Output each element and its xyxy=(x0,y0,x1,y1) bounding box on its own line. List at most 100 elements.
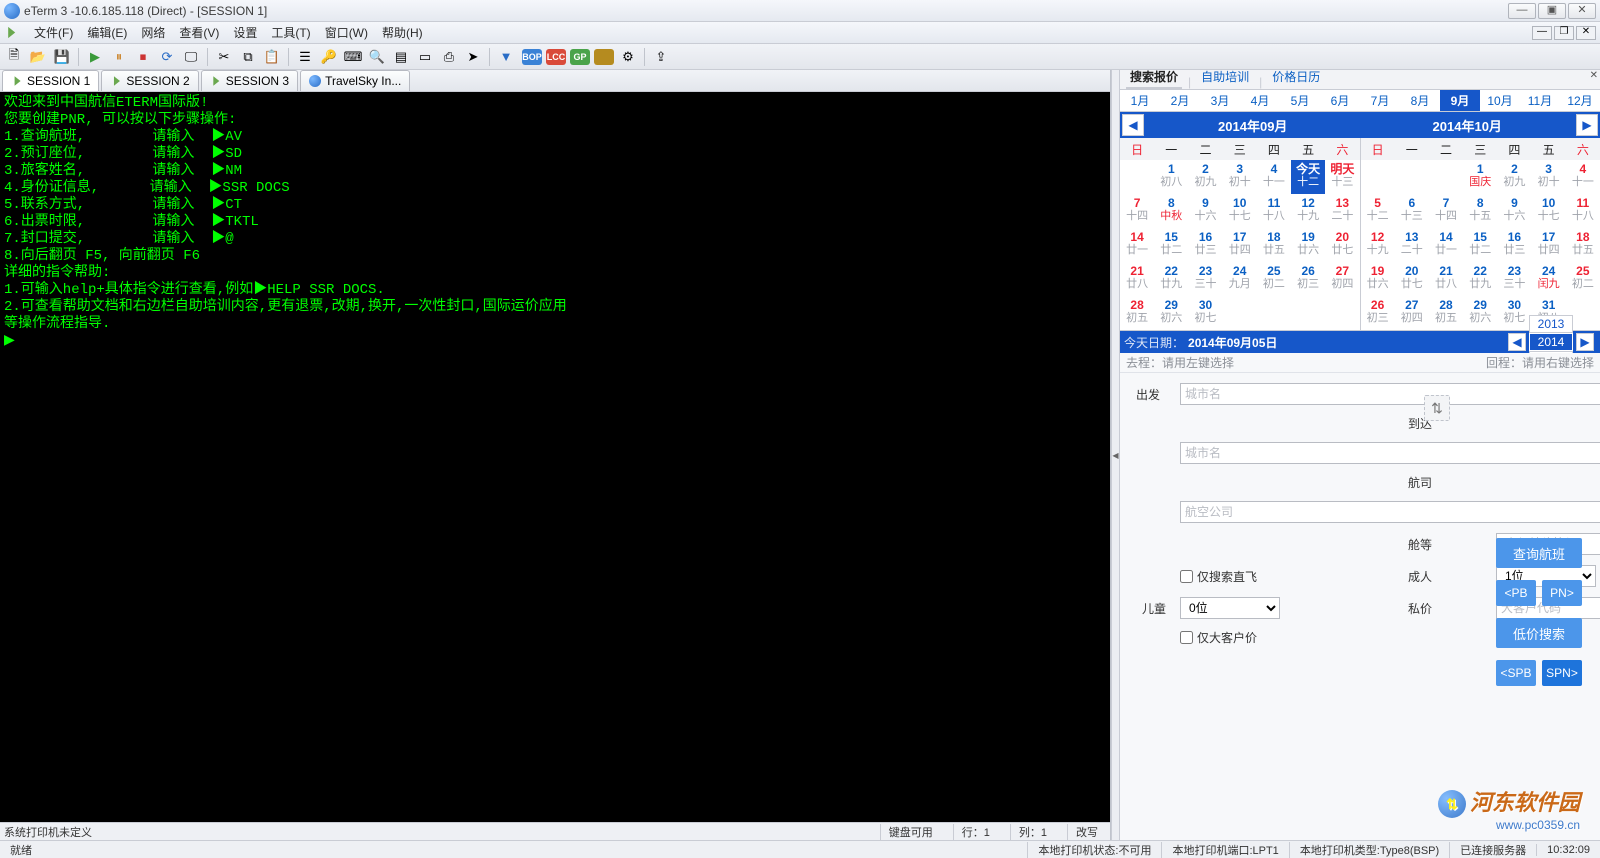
menu-item[interactable]: 编辑(E) xyxy=(87,24,127,41)
calendar-day[interactable]: 23三十 xyxy=(1188,262,1222,296)
calendar-day[interactable]: 12十九 xyxy=(1361,228,1395,262)
swap-cities-icon[interactable]: ⇅ xyxy=(1424,395,1450,421)
calendar-day[interactable]: 13二十 xyxy=(1395,228,1429,262)
calendar-day[interactable]: 16廿三 xyxy=(1188,228,1222,262)
calendar-day[interactable]: 4十一 xyxy=(1566,160,1600,194)
calendar-day[interactable]: 10十七 xyxy=(1223,194,1257,228)
calendar-day[interactable]: 26初三 xyxy=(1361,296,1395,330)
calendar-day[interactable]: 22廿九 xyxy=(1463,262,1497,296)
export-icon[interactable]: ⇪ xyxy=(651,47,671,67)
session-tab[interactable]: SESSION 1 xyxy=(2,70,99,91)
calendar-day[interactable]: 21廿八 xyxy=(1120,262,1154,296)
calendar-day[interactable]: 22廿九 xyxy=(1154,262,1188,296)
low-price-button[interactable]: 低价搜索 xyxy=(1496,618,1582,648)
calendar-day[interactable]: 15廿二 xyxy=(1154,228,1188,262)
month-button[interactable]: 2月 xyxy=(1160,90,1200,111)
find-icon[interactable]: 🔍 xyxy=(367,47,387,67)
play-icon[interactable]: ▶ xyxy=(85,47,105,67)
panel-tab[interactable]: 自助培训 xyxy=(1197,66,1253,89)
calendar-day[interactable]: 28初五 xyxy=(1120,296,1154,330)
month-button[interactable]: 10月 xyxy=(1480,90,1520,111)
calendar-day[interactable]: 18廿五 xyxy=(1257,228,1291,262)
close-button[interactable]: ✕ xyxy=(1568,3,1596,19)
calendar-day[interactable]: 20廿七 xyxy=(1395,262,1429,296)
menu-item[interactable]: 网络 xyxy=(141,24,165,41)
panel-tab[interactable]: 价格日历 xyxy=(1268,66,1324,89)
child-select[interactable]: 0位 xyxy=(1180,597,1280,619)
month-button[interactable]: 4月 xyxy=(1240,90,1280,111)
calendar-day[interactable]: 16廿三 xyxy=(1497,228,1531,262)
direct-checkbox[interactable]: 仅搜索直飞 xyxy=(1180,568,1400,585)
session-tab[interactable]: SESSION 3 xyxy=(201,70,298,91)
spn-button[interactable]: SPN> xyxy=(1542,660,1582,686)
print-icon[interactable]: ⎙ xyxy=(439,47,459,67)
calendar-day[interactable]: 3初十 xyxy=(1223,160,1257,194)
month-button[interactable]: 9月 xyxy=(1440,90,1480,111)
calendar-day[interactable]: 27初四 xyxy=(1395,296,1429,330)
list-icon[interactable]: ☰ xyxy=(295,47,315,67)
mdi-close-button[interactable]: ✕ xyxy=(1576,26,1596,40)
departure-input[interactable] xyxy=(1180,383,1600,405)
calendar-day[interactable]: 30初七 xyxy=(1497,296,1531,330)
key-icon[interactable]: 🔑 xyxy=(319,47,339,67)
bigcustomer-checkbox[interactable]: 仅大客户价 xyxy=(1180,629,1400,646)
calendar-day[interactable]: 21廿八 xyxy=(1429,262,1463,296)
year-button[interactable]: 2014 xyxy=(1529,333,1573,351)
calendar-day[interactable]: 6十三 xyxy=(1395,194,1429,228)
open-icon[interactable]: 📂 xyxy=(28,47,48,67)
toolbar-chip[interactable]: GP xyxy=(570,49,590,65)
calendar-day[interactable]: 18廿五 xyxy=(1566,228,1600,262)
config-icon[interactable]: ⚙ xyxy=(618,47,638,67)
keyboard-icon[interactable]: ⌨ xyxy=(343,47,363,67)
calendar-day[interactable]: 29初六 xyxy=(1463,296,1497,330)
save-icon[interactable]: 💾 xyxy=(52,47,72,67)
toolbar-chip[interactable]: BOP xyxy=(522,49,542,65)
calendar-day[interactable]: 11十八 xyxy=(1566,194,1600,228)
next-month-button[interactable]: ▶ xyxy=(1576,114,1598,136)
toolbar-chip[interactable] xyxy=(594,49,614,65)
calendar-day[interactable]: 25初二 xyxy=(1257,262,1291,296)
session-tab[interactable]: TravelSky In... xyxy=(300,70,410,91)
calendar-day[interactable]: 4十一 xyxy=(1257,160,1291,194)
refresh-icon[interactable]: ⟳ xyxy=(157,47,177,67)
session-tab[interactable]: SESSION 2 xyxy=(101,70,198,91)
calendar-day[interactable]: 明天十三 xyxy=(1325,160,1359,194)
terminal-output[interactable]: 欢迎来到中国航信ETERM国际版! 您要创建PNR, 可以按以下步骤操作: 1.… xyxy=(0,92,1110,822)
calendar-day[interactable]: 12十九 xyxy=(1291,194,1325,228)
collapse-sidebar-button[interactable] xyxy=(1111,70,1120,840)
month-button[interactable]: 3月 xyxy=(1200,90,1240,111)
calendar-day[interactable]: 19廿六 xyxy=(1291,228,1325,262)
form-icon[interactable]: ▤ xyxy=(391,47,411,67)
calendar-day[interactable]: 14廿一 xyxy=(1429,228,1463,262)
prev-year-button[interactable]: ◀ xyxy=(1508,333,1526,351)
calendar-day[interactable]: 24闰九 xyxy=(1532,262,1566,296)
calendar-day[interactable]: 5十二 xyxy=(1361,194,1395,228)
calendar-day[interactable]: 28初五 xyxy=(1429,296,1463,330)
month-button[interactable]: 11月 xyxy=(1520,90,1560,111)
calendar-day[interactable]: 25初二 xyxy=(1566,262,1600,296)
panel-close-icon[interactable]: ✕ xyxy=(1590,70,1598,81)
month-button[interactable]: 8月 xyxy=(1400,90,1440,111)
calendar-day[interactable]: 7十四 xyxy=(1120,194,1154,228)
calendar-day[interactable]: 29初六 xyxy=(1154,296,1188,330)
calendar-day[interactable]: 20廿七 xyxy=(1325,228,1359,262)
menu-item[interactable]: 帮助(H) xyxy=(382,24,423,41)
calendar-day[interactable]: 今天十二 xyxy=(1291,160,1325,194)
menu-item[interactable]: 文件(F) xyxy=(34,24,73,41)
calendar-day[interactable]: 14廿一 xyxy=(1120,228,1154,262)
year-button[interactable]: 2013 xyxy=(1529,315,1573,333)
month-button[interactable]: 5月 xyxy=(1280,90,1320,111)
calendar-day[interactable]: 24九月 xyxy=(1223,262,1257,296)
menu-item[interactable]: 工具(T) xyxy=(271,24,310,41)
pn-button[interactable]: PN> xyxy=(1542,580,1582,606)
calendar-day[interactable]: 2初九 xyxy=(1497,160,1531,194)
calendar-day[interactable]: 7十四 xyxy=(1429,194,1463,228)
calendar-day[interactable]: 19廿六 xyxy=(1361,262,1395,296)
spb-button[interactable]: <SPB xyxy=(1496,660,1536,686)
menu-item[interactable]: 窗口(W) xyxy=(325,24,368,41)
calendar-day[interactable]: 26初三 xyxy=(1291,262,1325,296)
paste-icon[interactable]: 📋 xyxy=(262,47,282,67)
calendar-day[interactable]: 9十六 xyxy=(1188,194,1222,228)
month-button[interactable]: 7月 xyxy=(1360,90,1400,111)
window-icon[interactable]: ▭ xyxy=(415,47,435,67)
